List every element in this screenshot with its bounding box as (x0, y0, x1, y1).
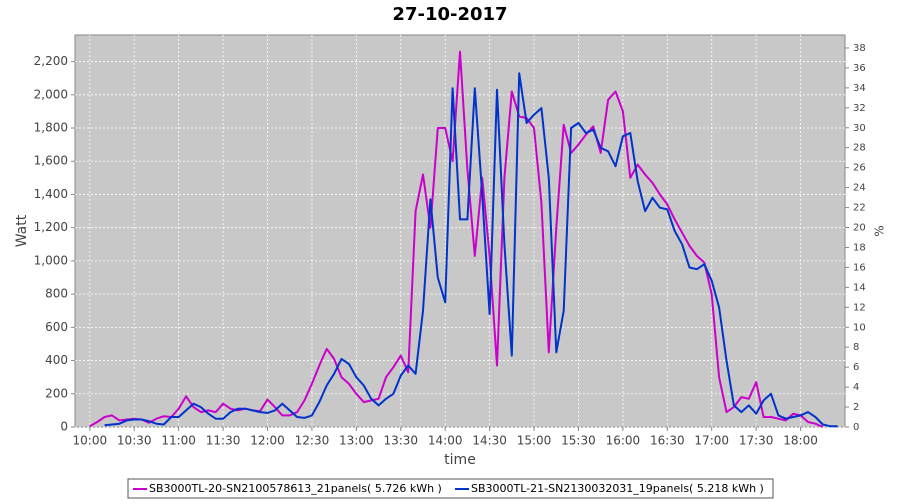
y2-tick-label: 36 (853, 63, 866, 74)
x-tick-label: 17:30 (739, 434, 774, 448)
y-tick-label: 600 (45, 320, 68, 334)
y2-axis-label: % (873, 225, 887, 236)
x-tick-label: 10:00 (73, 434, 108, 448)
x-tick-label: 12:30 (295, 434, 330, 448)
y2-tick-label: 0 (853, 422, 859, 433)
x-tick-label: 18:00 (783, 434, 818, 448)
plot-area (74, 34, 846, 428)
y-tick-label: 1,200 (34, 220, 68, 234)
y2-tick-label: 28 (853, 143, 866, 154)
x-axis-label: time (444, 452, 476, 468)
y2-tick-label: 16 (853, 262, 866, 273)
legend-label: SB3000TL-20-SN2100578613_21panels( 5.726… (149, 482, 442, 495)
y-tick-label: 800 (45, 287, 68, 301)
legend-label: SB3000TL-21-SN2130032031_19panels( 5.218… (471, 482, 764, 495)
y2-tick-label: 8 (853, 342, 859, 353)
x-tick-label: 15:30 (561, 434, 596, 448)
y-tick-label: 1,400 (34, 187, 68, 201)
y-tick-label: 1,600 (34, 154, 68, 168)
legend (127, 478, 774, 499)
series-line (104, 72, 838, 428)
y2-tick-label: 10 (853, 322, 866, 333)
y2-tick-label: 34 (853, 83, 866, 94)
y2-tick-label: 2 (853, 402, 859, 413)
y2-tick-label: 18 (853, 242, 866, 253)
x-tick-label: 10:30 (117, 434, 152, 448)
y-tick-label: 0 (60, 420, 68, 434)
x-tick-label: 12:00 (250, 434, 285, 448)
chart-title: 27-10-2017 (392, 4, 507, 25)
y2-tick-label: 20 (853, 223, 866, 234)
x-tick-label: 14:00 (428, 434, 463, 448)
y2-tick-label: 6 (853, 362, 859, 373)
x-tick-label: 11:00 (161, 434, 196, 448)
x-tick-label: 16:30 (650, 434, 685, 448)
y-tick-label: 1,000 (34, 253, 68, 267)
y2-tick-label: 32 (853, 103, 866, 114)
y-tick-label: 1,800 (34, 121, 68, 135)
y2-tick-label: 26 (853, 163, 866, 174)
y2-tick-label: 22 (853, 203, 866, 214)
y2-tick-label: 14 (853, 282, 866, 293)
y-tick-label: 400 (45, 353, 68, 367)
x-tick-label: 13:00 (339, 434, 374, 448)
y2-tick-label: 38 (853, 43, 866, 54)
y-tick-label: 2,000 (34, 87, 68, 101)
y-axis-label: Watt (14, 214, 30, 247)
y2-tick-label: 24 (853, 183, 866, 194)
series-line (89, 50, 824, 428)
x-tick-label: 15:00 (517, 434, 552, 448)
y-tick-label: 2,200 (34, 54, 68, 68)
x-tick-label: 11:30 (206, 434, 241, 448)
x-tick-label: 16:00 (606, 434, 641, 448)
x-tick-label: 13:30 (383, 434, 418, 448)
y2-tick-label: 4 (853, 382, 859, 393)
y-tick-label: 200 (45, 386, 68, 400)
x-tick-label: 14:30 (472, 434, 507, 448)
y2-tick-label: 30 (853, 123, 866, 134)
x-tick-label: 17:00 (694, 434, 729, 448)
y2-tick-label: 12 (853, 302, 866, 313)
